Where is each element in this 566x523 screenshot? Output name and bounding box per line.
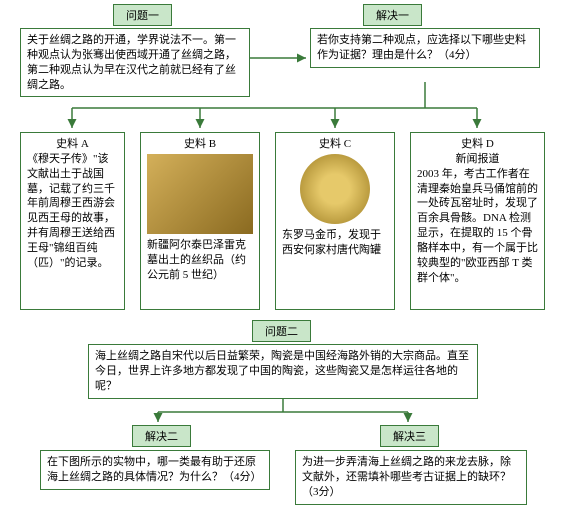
source-C-text: 东罗马金币，发现于西安何家村唐代陶罐 xyxy=(282,228,388,258)
source-C: 史料 C 东罗马金币，发现于西安何家村唐代陶罐 xyxy=(275,132,395,310)
source-C-title: 史料 C xyxy=(282,137,388,152)
source-D-text: 2003 年，考古工作者在清理秦始皇兵马俑馆前的一处砖瓦窑址时，发现了百余具骨骸… xyxy=(417,167,538,286)
header-q1: 问题一 xyxy=(113,4,172,26)
header-s3: 解决三 xyxy=(380,425,439,447)
box-s1: 若你支持第二种观点，应选择以下哪些史料作为证据？理由是什么？（4分） xyxy=(310,28,540,68)
source-B-title: 史料 B xyxy=(147,137,253,152)
header-q2: 问题二 xyxy=(252,320,311,342)
source-D: 史料 D 新闻报道 2003 年，考古工作者在清理秦始皇兵马俑馆前的一处砖瓦窑址… xyxy=(410,132,545,310)
box-s2: 在下图所示的实物中，哪一类最有助于还原海上丝绸之路的具体情况？为什么？（4分） xyxy=(40,450,270,490)
box-s3: 为进一步弄清海上丝绸之路的来龙去脉，除文献外，还需填补哪些考古证据上的缺环？（3… xyxy=(295,450,527,505)
source-D-title: 史料 D 新闻报道 xyxy=(417,137,538,167)
source-A-title: 史料 A xyxy=(27,137,118,152)
header-s1: 解决一 xyxy=(363,4,422,26)
textile-artifact-image xyxy=(147,154,253,234)
header-s2: 解决二 xyxy=(132,425,191,447)
box-q2: 海上丝绸之路自宋代以后日益繁荣，陶瓷是中国经海路外销的大宗商品。直至今日，世界上… xyxy=(88,344,478,399)
source-B-text: 新疆阿尔泰巴泽雷克墓出土的丝织品（约公元前 5 世纪） xyxy=(147,238,253,283)
source-B: 史料 B 新疆阿尔泰巴泽雷克墓出土的丝织品（约公元前 5 世纪） xyxy=(140,132,260,310)
source-A: 史料 A 《穆天子传》"该文献出土于战国墓，记载了约三千年前周穆王西游会见西王母… xyxy=(20,132,125,310)
box-q1: 关于丝绸之路的开通，学界说法不一。第一种观点认为张骞出使西域开通了丝绸之路，第二… xyxy=(20,28,250,97)
coin-artifact-image xyxy=(300,154,370,224)
source-A-text: 《穆天子传》"该文献出土于战国墓，记载了约三千年前周穆王西游会见西王母的故事，并… xyxy=(27,152,118,271)
